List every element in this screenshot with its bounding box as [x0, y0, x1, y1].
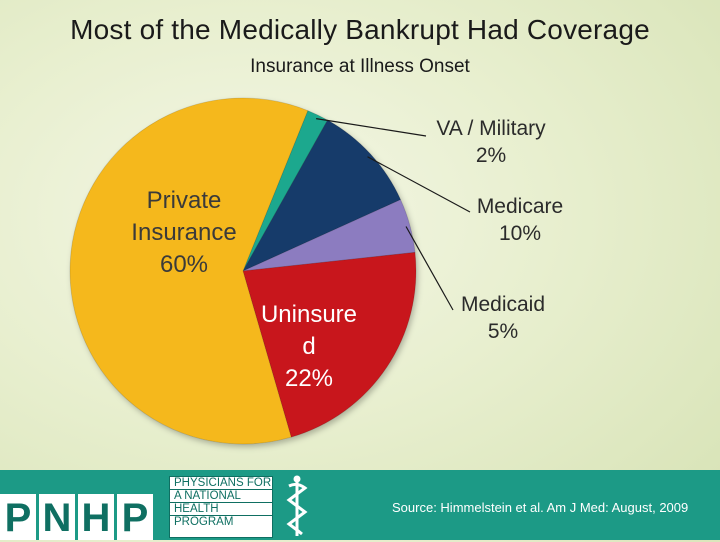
pie-slice-medicare — [242, 119, 402, 272]
logo-letter: N — [39, 494, 75, 540]
label-private-2: 60% — [160, 251, 208, 278]
label-medicaid-0: Medicaid — [461, 293, 545, 316]
leader-line — [405, 226, 454, 311]
source-citation: Source: Himmelstein et al. Am J Med: Aug… — [392, 500, 689, 515]
pie-chart: Private Insurance 60% Uninsure d 22% VA / Mili… — [69, 97, 563, 445]
logo-letter: P — [117, 494, 153, 540]
label-uninsured-0: Uninsure — [261, 301, 357, 328]
leader-line — [367, 156, 471, 213]
leader-line — [316, 118, 427, 137]
page-title: Most of the Medically Bankrupt Had Cover… — [70, 14, 650, 45]
pie-slice-uninsure-d — [242, 251, 417, 438]
logo-line: HEALTH — [170, 503, 272, 516]
label-va-military-0: VA / Military — [436, 117, 546, 140]
label-uninsured-2: 22% — [285, 365, 333, 392]
logo-line: PROGRAM — [174, 516, 234, 528]
chart-subtitle: Insurance at Illness Onset — [250, 56, 470, 77]
label-private-0: Private — [147, 187, 222, 214]
logo-text-box: PHYSICIANS FOR A NATIONAL HEALTH PROGRAM — [169, 476, 273, 538]
label-medicare-1: 10% — [499, 222, 541, 245]
label-uninsured-1: d — [302, 333, 315, 360]
logo-letter: H — [78, 494, 114, 540]
logo-letter: P — [0, 494, 36, 540]
caduceus-icon — [286, 475, 308, 536]
label-va-military-1: 2% — [476, 144, 506, 167]
label-medicaid-1: 5% — [488, 320, 518, 343]
logo-line: A NATIONAL — [170, 490, 272, 503]
label-private-1: Insurance — [131, 219, 236, 246]
label-medicare-0: Medicare — [477, 195, 563, 218]
logo-line: PHYSICIANS FOR — [170, 477, 272, 490]
pnhp-logo: P N H P — [0, 488, 156, 540]
pie-slice-private-insurance — [69, 97, 309, 445]
